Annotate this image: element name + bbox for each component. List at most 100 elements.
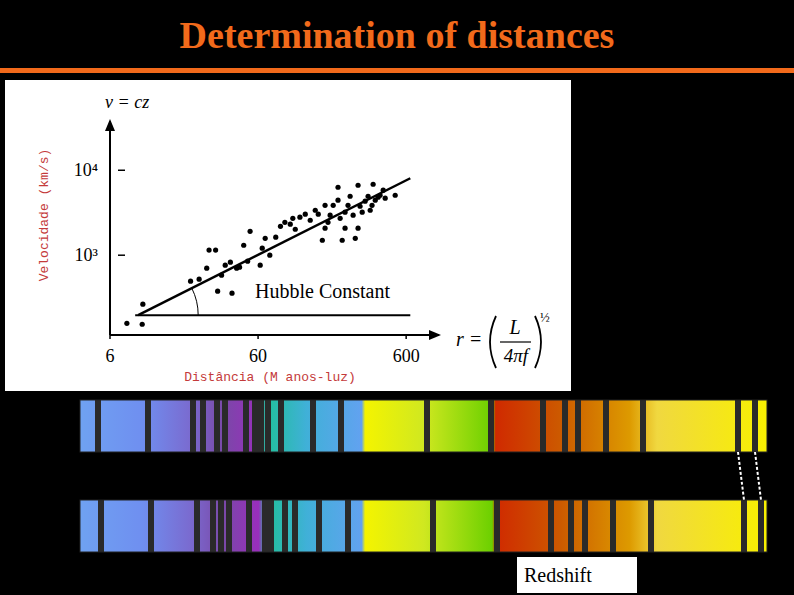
- absorption-line: [262, 500, 268, 552]
- redshift-box: [517, 557, 637, 593]
- shift-guide: [755, 452, 761, 500]
- absorption-line: [310, 400, 316, 452]
- x-tick: [109, 335, 111, 339]
- absorption-line: [246, 500, 252, 552]
- absorption-line: [282, 500, 288, 552]
- absorption-line: [95, 400, 101, 452]
- absorption-line: [741, 500, 747, 552]
- data-point: [335, 198, 340, 203]
- background: [0, 0, 794, 595]
- redshift-label: Redshift: [524, 564, 592, 586]
- data-point: [293, 227, 298, 232]
- data-point: [290, 216, 295, 221]
- absorption-line: [648, 500, 654, 552]
- data-point: [355, 226, 360, 231]
- absorption-line: [540, 400, 546, 452]
- chart-panel: [5, 80, 571, 391]
- absorption-line: [210, 500, 216, 552]
- data-point: [140, 322, 145, 327]
- formula-exponent: ½: [540, 310, 550, 325]
- data-point: [369, 203, 374, 208]
- absorption-line: [603, 400, 609, 452]
- data-point: [223, 263, 228, 268]
- absorption-line: [316, 500, 322, 552]
- absorption-line: [145, 400, 151, 452]
- x-tick-label: 6: [106, 346, 115, 366]
- spectrum-rest: [80, 400, 767, 452]
- x-tick-label: 600: [393, 346, 420, 366]
- data-point: [338, 216, 343, 221]
- formula-paren: [490, 316, 496, 368]
- x-tick-label: 60: [249, 346, 267, 366]
- data-point: [215, 289, 220, 294]
- absorption-line: [258, 400, 264, 452]
- absorption-line: [292, 500, 298, 552]
- y-tick-label: 10⁴: [74, 160, 98, 180]
- data-point: [288, 222, 293, 227]
- reference-line: [135, 314, 410, 316]
- data-point: [140, 302, 145, 307]
- plot-area: [124, 178, 410, 327]
- data-point: [213, 247, 218, 252]
- data-point: [263, 236, 268, 241]
- shift-guide: [738, 452, 744, 500]
- data-point: [197, 277, 202, 282]
- fit-line: [138, 178, 410, 315]
- data-point: [353, 236, 358, 241]
- absorption-line: [735, 400, 741, 452]
- y-axis-arrow: [105, 119, 115, 131]
- absorption-line: [575, 400, 581, 452]
- absorption-line: [640, 400, 646, 452]
- absorption-line: [494, 500, 500, 552]
- data-point: [188, 279, 193, 284]
- absorption-line: [265, 400, 271, 452]
- x-tick: [257, 335, 259, 339]
- data-point: [342, 226, 347, 231]
- absorption-line: [252, 400, 258, 452]
- data-point: [228, 260, 233, 265]
- data-point: [340, 238, 345, 243]
- slide-canvas: Determination of distances10³10⁴660600v …: [0, 0, 794, 595]
- absorption-line: [278, 400, 284, 452]
- y-tick-label: 10³: [75, 245, 99, 265]
- data-point: [393, 193, 398, 198]
- data-point: [371, 182, 376, 187]
- data-point: [383, 196, 388, 201]
- data-point: [345, 203, 350, 208]
- data-point: [204, 266, 209, 271]
- data-point: [368, 208, 373, 213]
- slide-title: Determination of distances: [180, 14, 615, 56]
- formula-lhs: r =: [456, 328, 482, 350]
- data-point: [316, 212, 321, 217]
- x-tick: [405, 335, 407, 339]
- data-point: [206, 247, 211, 252]
- absorption-line: [488, 400, 494, 452]
- slide: Determination of distances10³10⁴660600v …: [0, 0, 794, 595]
- y-axis: [109, 121, 111, 335]
- absorption-line: [218, 500, 224, 552]
- data-point: [260, 246, 265, 251]
- spectrum-band: [80, 500, 767, 552]
- data-point: [348, 194, 353, 199]
- formula-numerator: L: [508, 316, 520, 338]
- x-axis-arrow: [429, 330, 441, 340]
- absorption-line: [610, 500, 616, 552]
- absorption-line: [268, 500, 274, 552]
- formula-bar: [500, 341, 531, 342]
- data-point: [331, 203, 336, 208]
- annotation: Hubble Constant: [255, 280, 390, 302]
- absorption-line: [338, 400, 344, 452]
- x-axis-label: Distância (M anos-luz): [184, 370, 356, 385]
- data-point: [308, 218, 313, 223]
- absorption-line: [98, 500, 104, 552]
- absorption-line: [548, 500, 554, 552]
- absorption-line: [424, 400, 430, 452]
- absorption-line: [222, 400, 228, 452]
- data-point: [335, 185, 340, 190]
- spectrum-band: [80, 400, 767, 452]
- absorption-line: [430, 500, 436, 552]
- data-point: [351, 213, 356, 218]
- data-point: [322, 226, 327, 231]
- absorption-line: [758, 500, 764, 552]
- y-tick: [118, 254, 125, 256]
